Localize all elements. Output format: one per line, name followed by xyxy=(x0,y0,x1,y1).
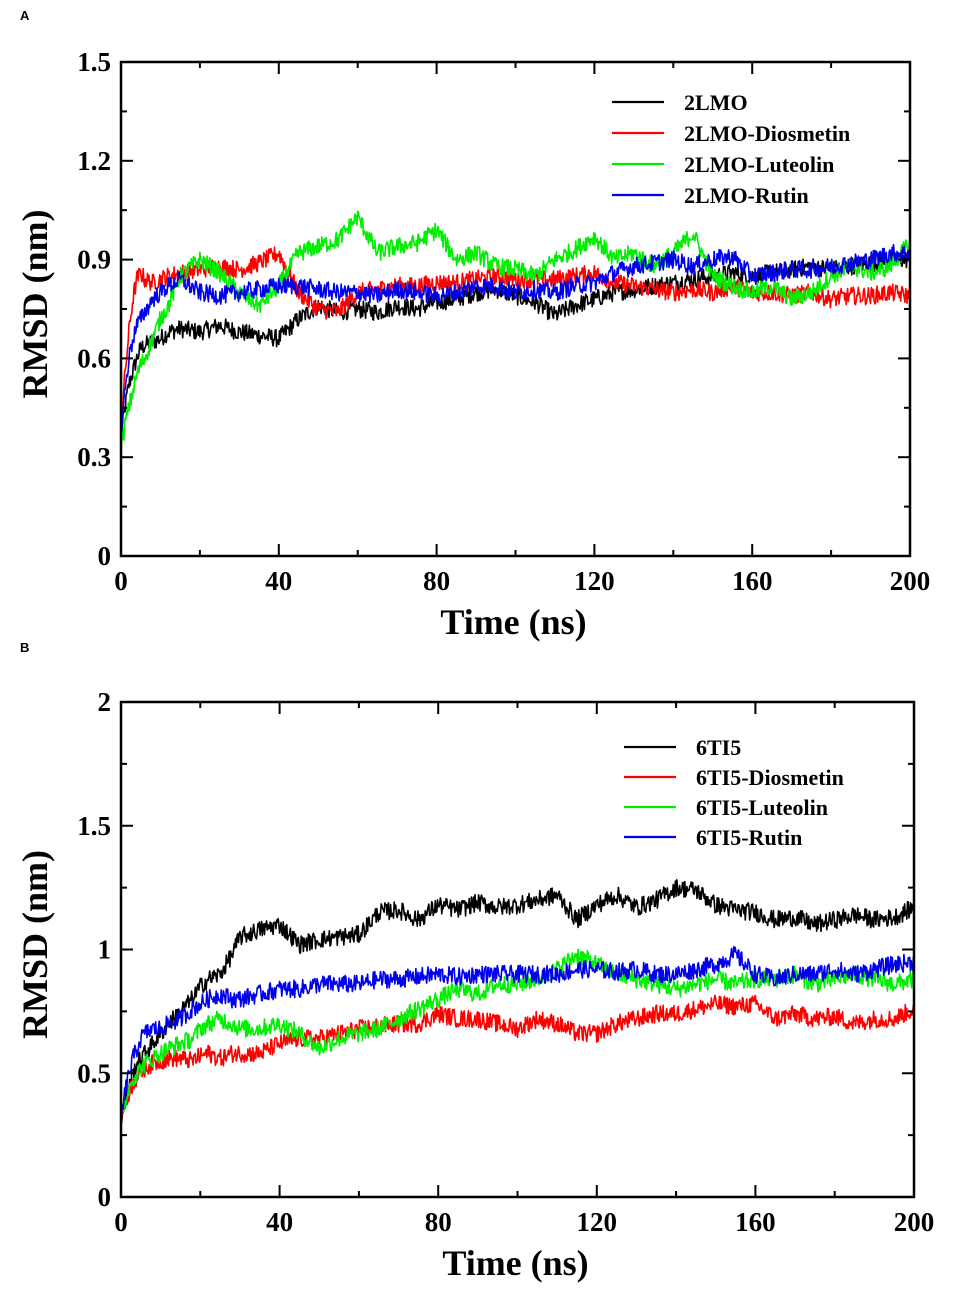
chart-b-x-tick-label: 80 xyxy=(425,1207,452,1237)
chart-a-x-tick-label: 200 xyxy=(890,566,931,596)
chart-a-legend-label: 2LMO-Luteolin xyxy=(684,152,834,177)
chart-b-y-axis-title: RMSD (nm) xyxy=(15,850,55,1039)
chart-b-legend-label: 6TI5-Luteolin xyxy=(696,795,828,820)
chart-b-series-6ti5-diosmetin xyxy=(121,994,914,1124)
chart-b-y-tick-label: 0 xyxy=(98,1182,112,1212)
chart-b-series-6ti5 xyxy=(121,879,914,1123)
chart-b-legend-label: 6TI5 xyxy=(696,735,741,760)
chart-b-x-tick-label: 200 xyxy=(894,1207,935,1237)
chart-b-x-axis-title: Time (ns) xyxy=(442,1243,588,1283)
chart-a-legend-label: 2LMO-Diosmetin xyxy=(684,121,850,146)
chart-b-x-tick-label: 160 xyxy=(735,1207,776,1237)
chart-a-x-axis-title: Time (ns) xyxy=(440,602,586,642)
panel-label-a: A xyxy=(20,8,30,23)
chart-panel-a: 0 40 80 120 160 200 0 0.3 0.6 0.9 1.2 1.5 Time (ns) R… xyxy=(15,47,931,642)
chart-b-x-tick-label: 120 xyxy=(577,1207,618,1237)
chart-a-x-tick-label: 0 xyxy=(114,566,128,596)
chart-b-y-tick-label: 1 xyxy=(98,935,112,965)
chart-a-series-2lmo-rutin xyxy=(121,243,910,433)
chart-b-y-tick-label: 1.5 xyxy=(77,811,111,841)
chart-a-x-tick-label: 80 xyxy=(423,566,450,596)
chart-b-x-tick-label: 40 xyxy=(266,1207,293,1237)
chart-a-y-tick-label: 1.5 xyxy=(77,47,111,77)
panel-label-b: B xyxy=(20,640,30,655)
chart-b-y-tick-label: 0.5 xyxy=(77,1058,111,1088)
chart-b-series-6ti5-rutin xyxy=(121,945,914,1115)
chart-a-y-tick-label: 0.9 xyxy=(77,245,111,275)
chart-a-series-2lmo-luteolin xyxy=(121,210,910,459)
chart-b-y-tick-label: 2 xyxy=(98,687,112,717)
chart-a-y-tick-label: 0.3 xyxy=(77,442,111,472)
chart-b-x-tick-label: 0 xyxy=(114,1207,128,1237)
chart-a-x-tick-label: 120 xyxy=(574,566,615,596)
chart-b-legend-label: 6TI5-Rutin xyxy=(696,825,802,850)
chart-a-y-axis-title: RMSD (nm) xyxy=(15,210,55,399)
chart-a-legend-label: 2LMO-Rutin xyxy=(684,183,809,208)
chart-a-x-tick-label: 160 xyxy=(732,566,773,596)
chart-a-x-tick-label: 40 xyxy=(265,566,292,596)
chart-a-y-tick-label: 0.6 xyxy=(77,343,111,373)
chart-panel-b: 0 40 80 120 160 200 0 0.5 1 1.5 2 Time (ns) RMSD (nm… xyxy=(15,687,935,1283)
chart-a-y-tick-label: 0 xyxy=(98,541,112,571)
chart-a-y-tick-label: 1.2 xyxy=(77,146,111,176)
chart-b-legend-label: 6TI5-Diosmetin xyxy=(696,765,844,790)
chart-a-legend-label: 2LMO xyxy=(684,90,748,115)
